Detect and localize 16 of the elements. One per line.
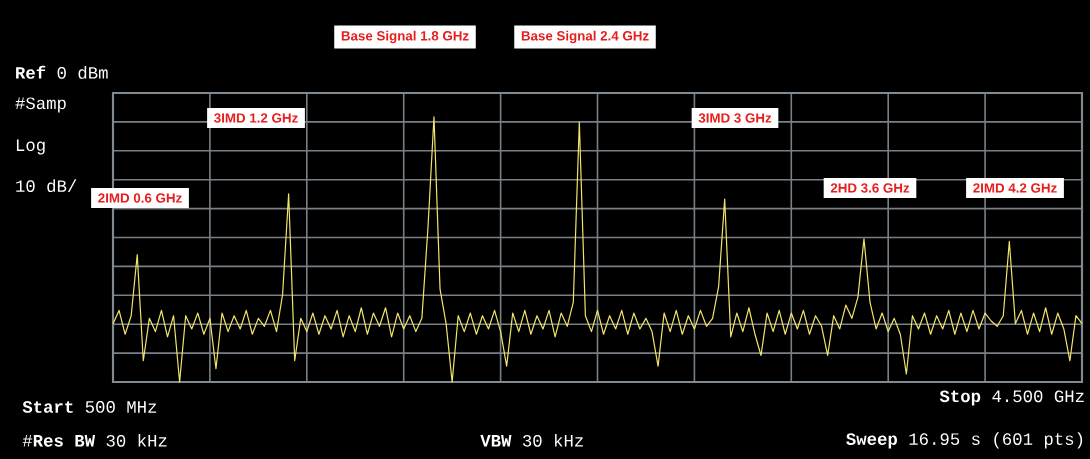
annotation: 3IMD 1.2 GHz xyxy=(214,113,298,123)
annotation: 2IMD 4.2 GHz xyxy=(973,183,1057,193)
text: Stop 4.500 GHz xyxy=(939,390,1084,406)
text: #Samp xyxy=(15,97,66,113)
text: Log xyxy=(16,139,45,155)
text: Start 500 MHz xyxy=(22,401,157,413)
text: Base Signal 2.4 GHz xyxy=(521,30,649,44)
text: Ref 0 dBm xyxy=(16,65,108,79)
text: 10 dB/ xyxy=(16,179,77,193)
text: Base Signal 1.8 GHz xyxy=(341,30,469,44)
text: VBW 30 kHz xyxy=(480,433,583,447)
text: Sweep 16.95 s (601 pts) xyxy=(846,432,1083,449)
annotation: 2HD 3.6 GHz xyxy=(830,183,910,193)
annotation: 3IMD 3 GHz xyxy=(698,113,772,123)
text: #Res BW 30 kHz xyxy=(22,433,167,447)
annotation: 2IMD 0.6 GHz xyxy=(98,193,182,203)
